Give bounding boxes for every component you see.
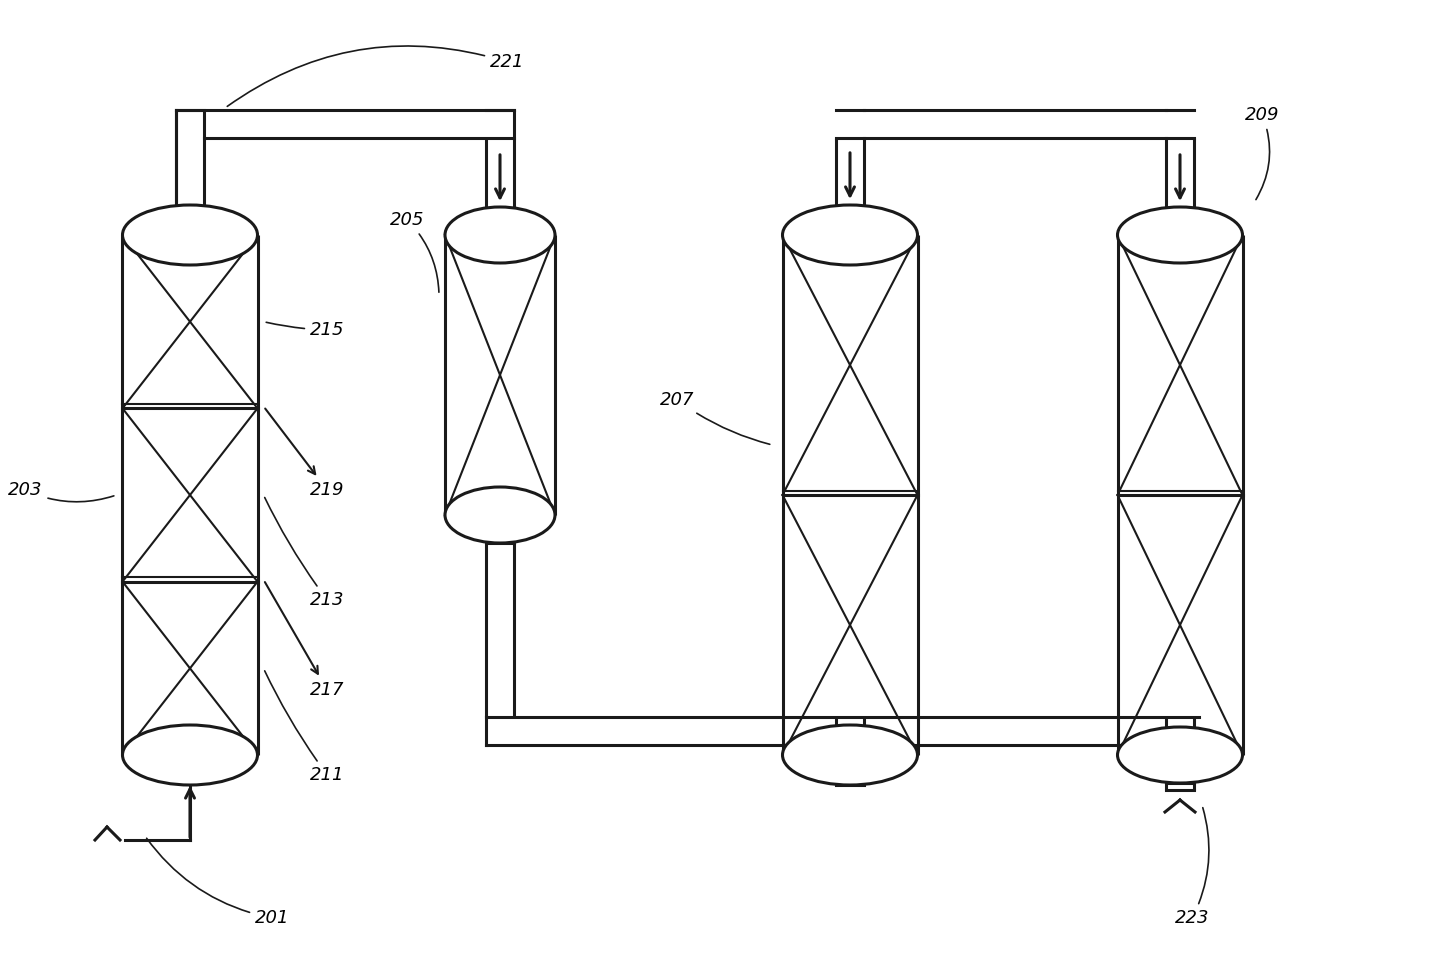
- Ellipse shape: [1118, 727, 1242, 783]
- Text: 207: 207: [660, 391, 770, 444]
- Bar: [1118, 235, 1242, 755]
- Ellipse shape: [123, 205, 258, 265]
- Text: 213: 213: [265, 498, 345, 609]
- Bar: [445, 235, 555, 515]
- Ellipse shape: [782, 725, 918, 785]
- Text: 201: 201: [146, 838, 290, 927]
- Text: 215: 215: [266, 321, 345, 339]
- Bar: [123, 235, 258, 755]
- Text: 211: 211: [265, 670, 345, 784]
- Text: 217: 217: [265, 582, 345, 699]
- Text: 223: 223: [1174, 808, 1209, 927]
- Text: 219: 219: [265, 409, 345, 499]
- Text: 209: 209: [1245, 106, 1280, 200]
- Ellipse shape: [445, 207, 555, 263]
- Ellipse shape: [1118, 207, 1242, 263]
- Text: 205: 205: [390, 211, 439, 292]
- Bar: [782, 235, 918, 755]
- Text: 221: 221: [227, 46, 524, 106]
- Text: 203: 203: [9, 481, 114, 501]
- Ellipse shape: [782, 205, 918, 265]
- Ellipse shape: [123, 725, 258, 785]
- Ellipse shape: [445, 487, 555, 543]
